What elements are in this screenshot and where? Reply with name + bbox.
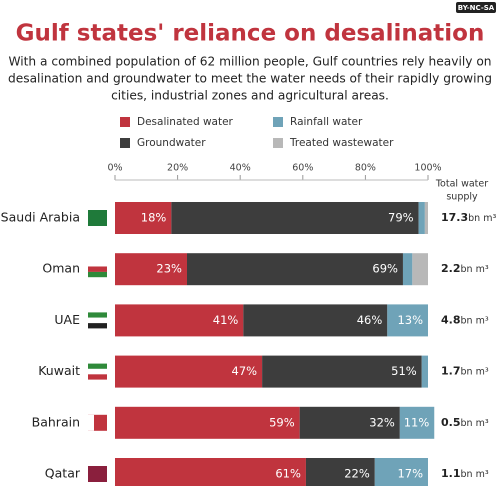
total-value: 4.8 [441,313,461,326]
legend-swatch [120,117,130,127]
flag [88,368,107,375]
bar-segment [243,304,388,337]
x-tick-label: 20% [167,163,188,174]
category-label: Kuwait [38,363,80,378]
bar-segment [115,304,244,337]
category-label: Oman [42,261,80,276]
flag [88,466,107,482]
value-label: 41% [213,313,239,327]
subtitle: cities, industrial zones and agricultura… [111,89,389,103]
flag [88,261,107,267]
total: 1.1bn m³ [441,467,489,480]
bar-segment [305,458,375,486]
bar-segment [115,202,172,234]
x-tick-label: 60% [292,163,313,174]
bar-segment [115,355,263,388]
bar-segment [262,355,422,388]
value-label: 47% [232,364,258,378]
chart-title: Gulf states' reliance on desalination [16,21,485,47]
flag [88,374,107,380]
bar-segment [421,355,428,388]
totals-title: Total water [435,179,488,190]
legend-label: Treated wastewater [289,137,394,149]
value-label: 23% [156,262,182,276]
flag [88,317,107,324]
totals-title: supply [446,192,478,203]
total-value: 17.3 [441,211,468,224]
x-tick-label: 40% [230,163,251,174]
flag [88,414,94,431]
flag [88,363,107,369]
value-label: 17% [397,467,423,481]
bar-segment [387,304,428,337]
flag [88,323,107,329]
bar-segment [424,202,428,234]
flag [88,271,107,278]
license: BY-NC-SA [458,4,495,12]
value-label: 59% [269,415,295,429]
total: 4.8bn m³ [441,313,489,326]
subtitle: With a combined population of 62 million… [8,55,491,69]
total-unit: bn m³ [461,417,489,428]
bar-segment [186,253,403,286]
total: 2.2bn m³ [441,262,489,275]
x-tick-label: 80% [355,163,376,174]
value-label: 61% [275,467,301,481]
bar-segment [115,458,306,486]
bar-segment [418,202,425,234]
x-tick-label: 100% [414,163,441,174]
legend-swatch [273,117,283,127]
value-label: 32% [369,415,395,429]
flag [88,210,107,226]
bar-segment [115,406,300,439]
subtitle: desalination and groundwater to meet the… [8,72,492,86]
legend-label: Desalinated water [137,116,234,128]
total: 0.5bn m³ [441,416,489,429]
total-unit: bn m³ [468,213,496,224]
value-label: 79% [388,211,414,225]
flag [88,312,107,318]
category-label: Qatar [45,466,81,481]
total-unit: bn m³ [461,366,489,377]
bar-segment [299,406,400,439]
category-label: UAE [54,312,80,327]
value-label: 13% [397,313,423,327]
license-badge [456,2,496,13]
x-tick-label: 0% [107,163,122,174]
bar-segment [115,253,187,286]
value-label: 22% [344,467,370,481]
category-label: Saudi Arabia [1,210,80,225]
value-label: 69% [372,262,398,276]
value-label: 51% [391,364,417,378]
total-value: 1.7 [441,365,461,378]
legend-label: Groundwater [137,137,206,149]
total-unit: bn m³ [461,469,489,480]
bar-segment [399,406,435,439]
bar-segment [412,253,428,286]
legend-swatch [273,138,283,148]
bar-segment [171,202,419,234]
legend-swatch [120,138,130,148]
legend-label: Rainfall water [290,116,363,128]
value-label: 11% [404,415,430,429]
value-label: 46% [357,313,383,327]
flag [88,266,107,272]
value-label: 18% [141,211,167,225]
total-unit: bn m³ [461,264,489,275]
total-value: 0.5 [441,416,461,429]
total-value: 2.2 [441,262,461,275]
bar-segment [402,253,413,286]
total: 1.7bn m³ [441,365,489,378]
total-unit: bn m³ [461,315,489,326]
category-label: Bahrain [32,414,80,429]
bar-segment [374,458,428,486]
total-value: 1.1 [441,467,461,480]
total: 17.3bn m³ [441,211,496,224]
